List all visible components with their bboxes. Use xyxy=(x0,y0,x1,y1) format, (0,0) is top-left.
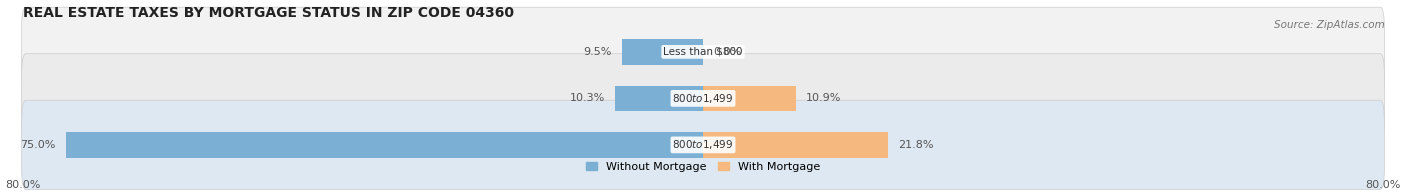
Text: $800 to $1,499: $800 to $1,499 xyxy=(672,92,734,105)
Text: 10.9%: 10.9% xyxy=(806,93,841,103)
Text: REAL ESTATE TAXES BY MORTGAGE STATUS IN ZIP CODE 04360: REAL ESTATE TAXES BY MORTGAGE STATUS IN … xyxy=(24,5,515,20)
Bar xyxy=(623,39,703,65)
Text: 75.0%: 75.0% xyxy=(20,140,55,150)
Legend: Without Mortgage, With Mortgage: Without Mortgage, With Mortgage xyxy=(582,157,824,176)
Text: Less than $800: Less than $800 xyxy=(664,47,742,57)
Bar xyxy=(703,86,796,111)
Bar xyxy=(66,132,703,158)
Text: 10.3%: 10.3% xyxy=(569,93,606,103)
FancyBboxPatch shape xyxy=(21,100,1385,190)
Text: 9.5%: 9.5% xyxy=(583,47,612,57)
Text: Source: ZipAtlas.com: Source: ZipAtlas.com xyxy=(1274,20,1385,30)
Text: 21.8%: 21.8% xyxy=(898,140,934,150)
Bar xyxy=(616,86,703,111)
FancyBboxPatch shape xyxy=(21,54,1385,143)
Text: $800 to $1,499: $800 to $1,499 xyxy=(672,138,734,151)
Text: 0.0%: 0.0% xyxy=(713,47,741,57)
FancyBboxPatch shape xyxy=(21,7,1385,96)
Bar xyxy=(703,132,889,158)
